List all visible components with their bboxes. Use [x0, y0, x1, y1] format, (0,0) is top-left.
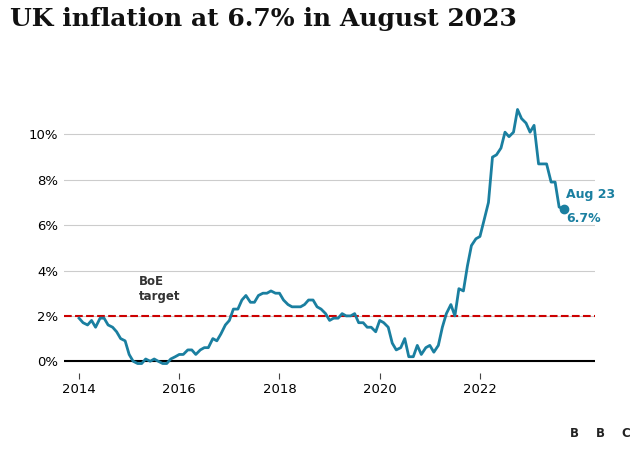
Text: Source: Office for National Statistics: Source: Office for National Statistics	[10, 428, 223, 440]
Text: UK inflation at 6.7% in August 2023: UK inflation at 6.7% in August 2023	[10, 7, 516, 31]
Text: Aug 23: Aug 23	[566, 189, 615, 201]
FancyBboxPatch shape	[589, 423, 611, 445]
Text: B: B	[596, 428, 605, 440]
Text: B: B	[570, 428, 579, 440]
Text: 6.7%: 6.7%	[566, 212, 601, 225]
FancyBboxPatch shape	[615, 423, 637, 445]
Text: C: C	[621, 428, 630, 440]
FancyBboxPatch shape	[564, 423, 586, 445]
Text: BoE
target: BoE target	[139, 275, 180, 303]
